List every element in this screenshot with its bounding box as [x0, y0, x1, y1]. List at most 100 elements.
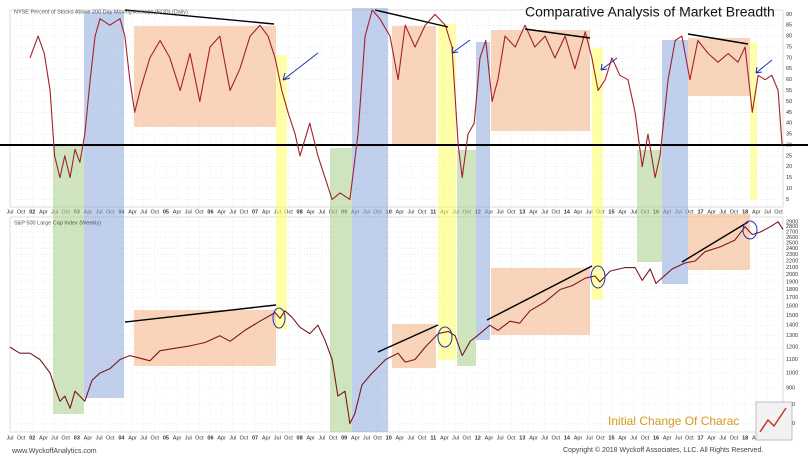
x-tick-label: Oct — [596, 435, 605, 441]
y-tick-label: 1300 — [786, 333, 798, 339]
y-tick-label: 55 — [786, 88, 792, 94]
x-tick-label: Oct — [61, 435, 70, 441]
y-tick-label: 45 — [786, 110, 792, 116]
panel-label: S&P 500 Large Cap Index (Weekly) — [14, 220, 101, 226]
y-tick-label: 1400 — [786, 323, 798, 329]
x-tick-label: Oct — [195, 435, 204, 441]
data-line — [29, 9, 783, 200]
y-tick-label: 1100 — [786, 357, 798, 363]
x-tick-label: Apr — [173, 209, 182, 215]
zone — [491, 30, 590, 131]
x-tick-label: 16 — [653, 435, 659, 441]
x-tick-label: Jul — [140, 435, 147, 441]
x-tick-label: 02 — [29, 209, 35, 215]
logo-box — [755, 401, 793, 441]
x-tick-label: 17 — [698, 209, 704, 215]
x-tick-label: Apr — [217, 435, 226, 441]
trend-line — [486, 265, 593, 321]
zone — [352, 8, 388, 432]
x-tick-label: 08 — [297, 209, 303, 215]
x-tick-label: 09 — [341, 435, 347, 441]
x-tick-label: Oct — [685, 209, 694, 215]
circle — [590, 265, 606, 289]
y-tick-label: 80 — [786, 34, 792, 40]
y-tick-label: 60 — [786, 77, 792, 83]
x-tick-label: Jul — [497, 209, 504, 215]
x-tick-label: Apr — [707, 435, 716, 441]
x-tick-label: Oct — [373, 435, 382, 441]
annotations — [124, 9, 749, 353]
x-tick-label: 06 — [207, 209, 213, 215]
x-tick-label: 06 — [207, 435, 213, 441]
y-tick-label: 5 — [786, 197, 789, 203]
x-tick-label: 14 — [564, 435, 571, 441]
x-tick-label: Apr — [84, 435, 93, 441]
zone — [592, 48, 603, 300]
x-tick-label: 07 — [252, 435, 258, 441]
x-tick-label: Oct — [17, 209, 26, 215]
x-tick-label: 10 — [386, 435, 392, 441]
x-tick-label: Jul — [630, 435, 637, 441]
zone — [491, 268, 590, 335]
zone — [392, 324, 436, 368]
x-tick-label: Apr — [396, 435, 405, 441]
x-tick-label: Oct — [730, 435, 739, 441]
trend-line — [124, 304, 277, 323]
y-tick-label: 2300 — [786, 252, 798, 258]
x-tick-label: Apr — [128, 435, 137, 441]
x-tick-label: 07 — [252, 209, 258, 215]
x-tick-label: Jul — [541, 435, 548, 441]
y-tick-label: 1200 — [786, 345, 798, 351]
y-tick-label: 65 — [786, 66, 792, 72]
x-tick-label: Oct — [641, 435, 650, 441]
y-tick-label: 2500 — [786, 240, 798, 246]
logo-icon — [759, 407, 787, 433]
copyright: Copyright © 2018 Wyckoff Associates, LLC… — [563, 446, 763, 454]
arrow — [451, 39, 471, 54]
x-tick-label: Jul — [586, 209, 593, 215]
x-tick-label: Oct — [195, 209, 204, 215]
x-tick-label: 14 — [564, 209, 571, 215]
x-tick-label: Apr — [752, 209, 761, 215]
x-tick-label: Jul — [586, 435, 593, 441]
x-tick-label: Oct — [17, 435, 26, 441]
plot-frame — [9, 216, 784, 433]
x-tick-label: Jul — [6, 435, 13, 441]
x-tick-label: 08 — [297, 435, 303, 441]
x-tick-label: Apr — [173, 435, 182, 441]
arrow — [755, 59, 773, 74]
x-tick-label: Apr — [574, 209, 583, 215]
y-tick-label: 10 — [786, 186, 792, 192]
x-tick-label: Apr — [574, 435, 583, 441]
x-tick-label: 18 — [742, 209, 748, 215]
y-tick-label: 75 — [786, 44, 792, 50]
x-tick-label: Jul — [764, 209, 771, 215]
y-tick-label: 2600 — [786, 235, 798, 241]
x-tick-label: 18 — [742, 435, 748, 441]
x-tick-label: Oct — [329, 435, 338, 441]
zone — [637, 150, 662, 262]
zone — [662, 40, 688, 284]
y-tick-label: 25 — [786, 153, 792, 159]
x-tick-label: Jul — [497, 435, 504, 441]
website: www.WyckoffAnalytics.com — [11, 448, 97, 455]
zone — [750, 42, 757, 200]
y-tick-label: 50 — [786, 99, 792, 105]
caption: Initial Change Of Charac — [608, 414, 739, 428]
x-tick-label: Oct — [418, 209, 427, 215]
zone — [134, 310, 276, 366]
x-tick-label: 15 — [608, 435, 614, 441]
y-tick-label: 900 — [786, 385, 795, 391]
x-tick-label: Apr — [663, 435, 672, 441]
zone — [438, 24, 456, 360]
data-line — [9, 221, 784, 425]
trend-line — [374, 9, 449, 28]
y-tick-label: 20 — [786, 164, 792, 170]
x-tick-label: Apr — [618, 435, 627, 441]
trend-line — [377, 324, 439, 353]
x-tick-label: Oct — [551, 209, 560, 215]
x-tick-label: Jul — [719, 435, 726, 441]
x-tick-label: Oct — [774, 209, 783, 215]
x-tick-label: Oct — [685, 435, 694, 441]
arrow — [282, 52, 319, 81]
